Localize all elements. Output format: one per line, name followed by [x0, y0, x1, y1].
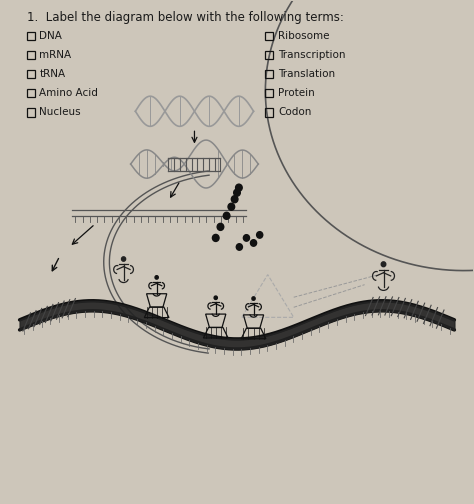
Text: Ribosome: Ribosome	[278, 31, 329, 41]
Circle shape	[214, 296, 218, 299]
Bar	[27, 51, 35, 59]
Text: mRNA: mRNA	[39, 50, 72, 60]
Circle shape	[256, 232, 263, 238]
Text: Nucleus: Nucleus	[39, 107, 81, 117]
Circle shape	[212, 234, 219, 241]
Bar	[265, 108, 273, 116]
Text: Protein: Protein	[278, 88, 315, 98]
Circle shape	[236, 184, 242, 191]
Text: Translation: Translation	[278, 69, 335, 79]
Bar	[265, 70, 273, 78]
Text: 1.  Label the diagram below with the following terms:: 1. Label the diagram below with the foll…	[27, 11, 344, 24]
Text: DNA: DNA	[39, 31, 62, 41]
Circle shape	[381, 262, 386, 267]
Circle shape	[228, 203, 235, 210]
Bar	[265, 89, 273, 97]
Bar	[27, 32, 35, 40]
Circle shape	[252, 297, 255, 300]
Bar	[27, 89, 35, 97]
Circle shape	[237, 244, 242, 250]
Circle shape	[155, 276, 158, 279]
Text: Transcription: Transcription	[278, 50, 346, 60]
Circle shape	[243, 235, 249, 241]
Text: Codon: Codon	[278, 107, 311, 117]
Bar	[265, 32, 273, 40]
Text: tRNA: tRNA	[39, 69, 65, 79]
Circle shape	[234, 189, 240, 196]
Text: Amino Acid: Amino Acid	[39, 88, 98, 98]
Bar	[27, 108, 35, 116]
Circle shape	[121, 257, 126, 261]
Circle shape	[231, 196, 238, 203]
Circle shape	[223, 212, 230, 219]
Circle shape	[250, 240, 256, 246]
Bar	[265, 51, 273, 59]
Bar	[27, 70, 35, 78]
Circle shape	[217, 223, 224, 230]
